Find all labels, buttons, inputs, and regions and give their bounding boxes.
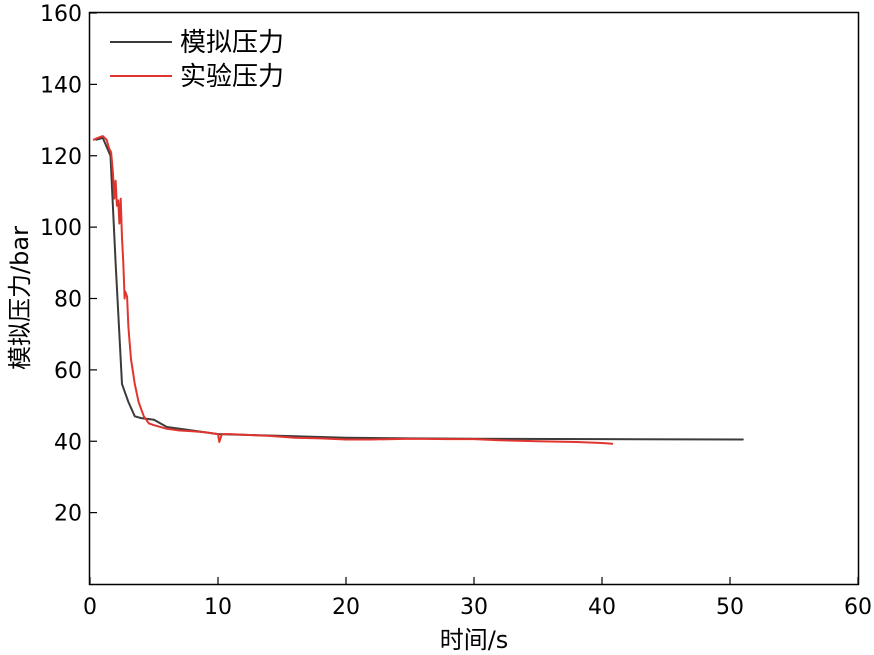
x-tick-label: 10: [204, 595, 232, 620]
x-tick-label: 20: [332, 595, 360, 620]
x-tick-label: 40: [588, 595, 616, 620]
simulated-pressure-line: [95, 136, 744, 441]
y-tick-label: 80: [54, 288, 82, 313]
legend-label-simulated: 模拟压力: [180, 28, 284, 58]
series-lines: [92, 135, 744, 445]
y-tick-label: 60: [54, 359, 82, 384]
y-tick-label: 20: [54, 502, 82, 527]
x-tick-label: 0: [83, 595, 97, 620]
y-axis-label: 模拟压力/bar: [6, 226, 34, 370]
legend-label-experimental: 实验压力: [180, 62, 284, 92]
y-tick-label: 40: [54, 430, 82, 455]
y-tick-label: 160: [40, 2, 82, 27]
legend: 模拟压力 实验压力: [110, 28, 284, 92]
y-tick-label: 140: [40, 73, 82, 98]
x-tick-label: 60: [844, 595, 872, 620]
y-tick-label: 100: [40, 216, 82, 241]
x-axis: 0 10 20 30 40 50 60: [83, 577, 872, 620]
x-tick-label: 50: [716, 595, 744, 620]
x-axis-label: 时间/s: [440, 626, 509, 654]
y-axis: 20 40 60 80 100 120 140 160: [40, 2, 97, 527]
plot-frame: [88, 11, 860, 586]
x-tick-label: 30: [460, 595, 488, 620]
experimental-pressure-line: [92, 135, 614, 445]
y-tick-label: 120: [40, 145, 82, 170]
